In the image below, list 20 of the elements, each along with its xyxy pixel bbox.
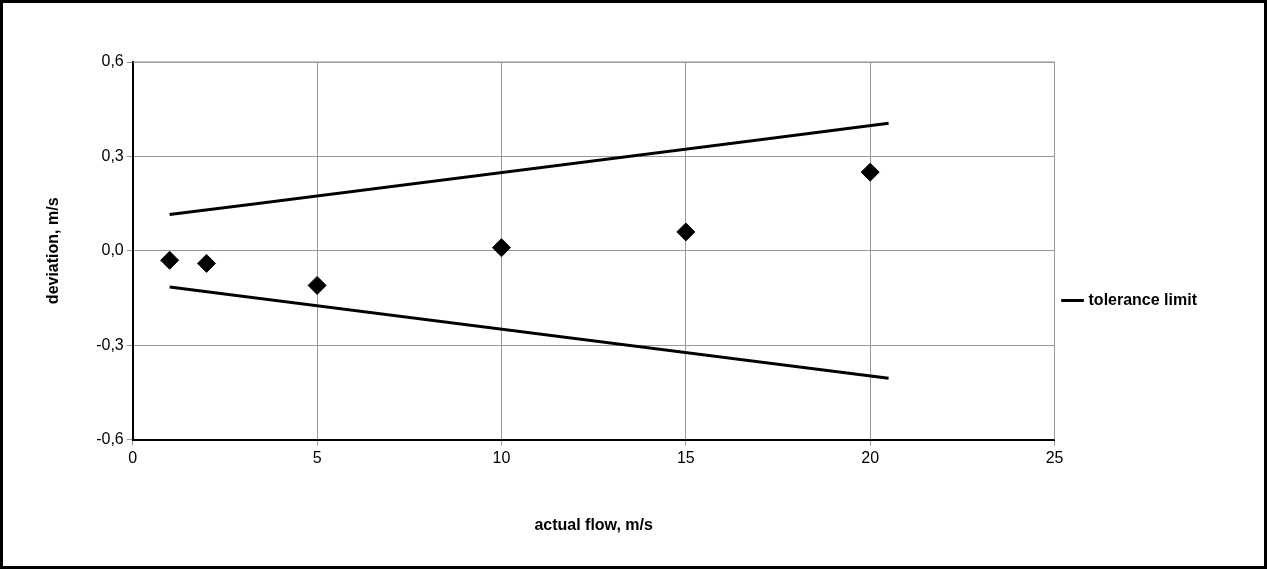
point <box>160 250 180 270</box>
y-tick-label: 0,6 <box>101 52 124 70</box>
x-axis-title: actual flow, m/s <box>534 515 654 533</box>
y-tick-label: -0,3 <box>96 335 124 353</box>
y-tick-label: 0,3 <box>101 146 124 164</box>
x-tick-label: 5 <box>312 448 322 466</box>
y-axis-title: deviation, m/s <box>44 197 62 305</box>
point <box>307 275 327 295</box>
x-tick-label: 0 <box>128 448 138 466</box>
y-tick-label: -0,6 <box>96 430 124 448</box>
x-tick-label: 15 <box>676 448 695 466</box>
point <box>860 162 880 182</box>
point <box>197 253 217 273</box>
x-tick-label: 10 <box>492 448 511 466</box>
legend-label: tolerance limit <box>1088 290 1198 308</box>
x-tick-label: 25 <box>1045 448 1064 466</box>
point <box>676 222 696 242</box>
y-tick-label: 0,0 <box>101 241 124 259</box>
point <box>491 238 511 258</box>
x-tick-label: 20 <box>861 448 880 466</box>
